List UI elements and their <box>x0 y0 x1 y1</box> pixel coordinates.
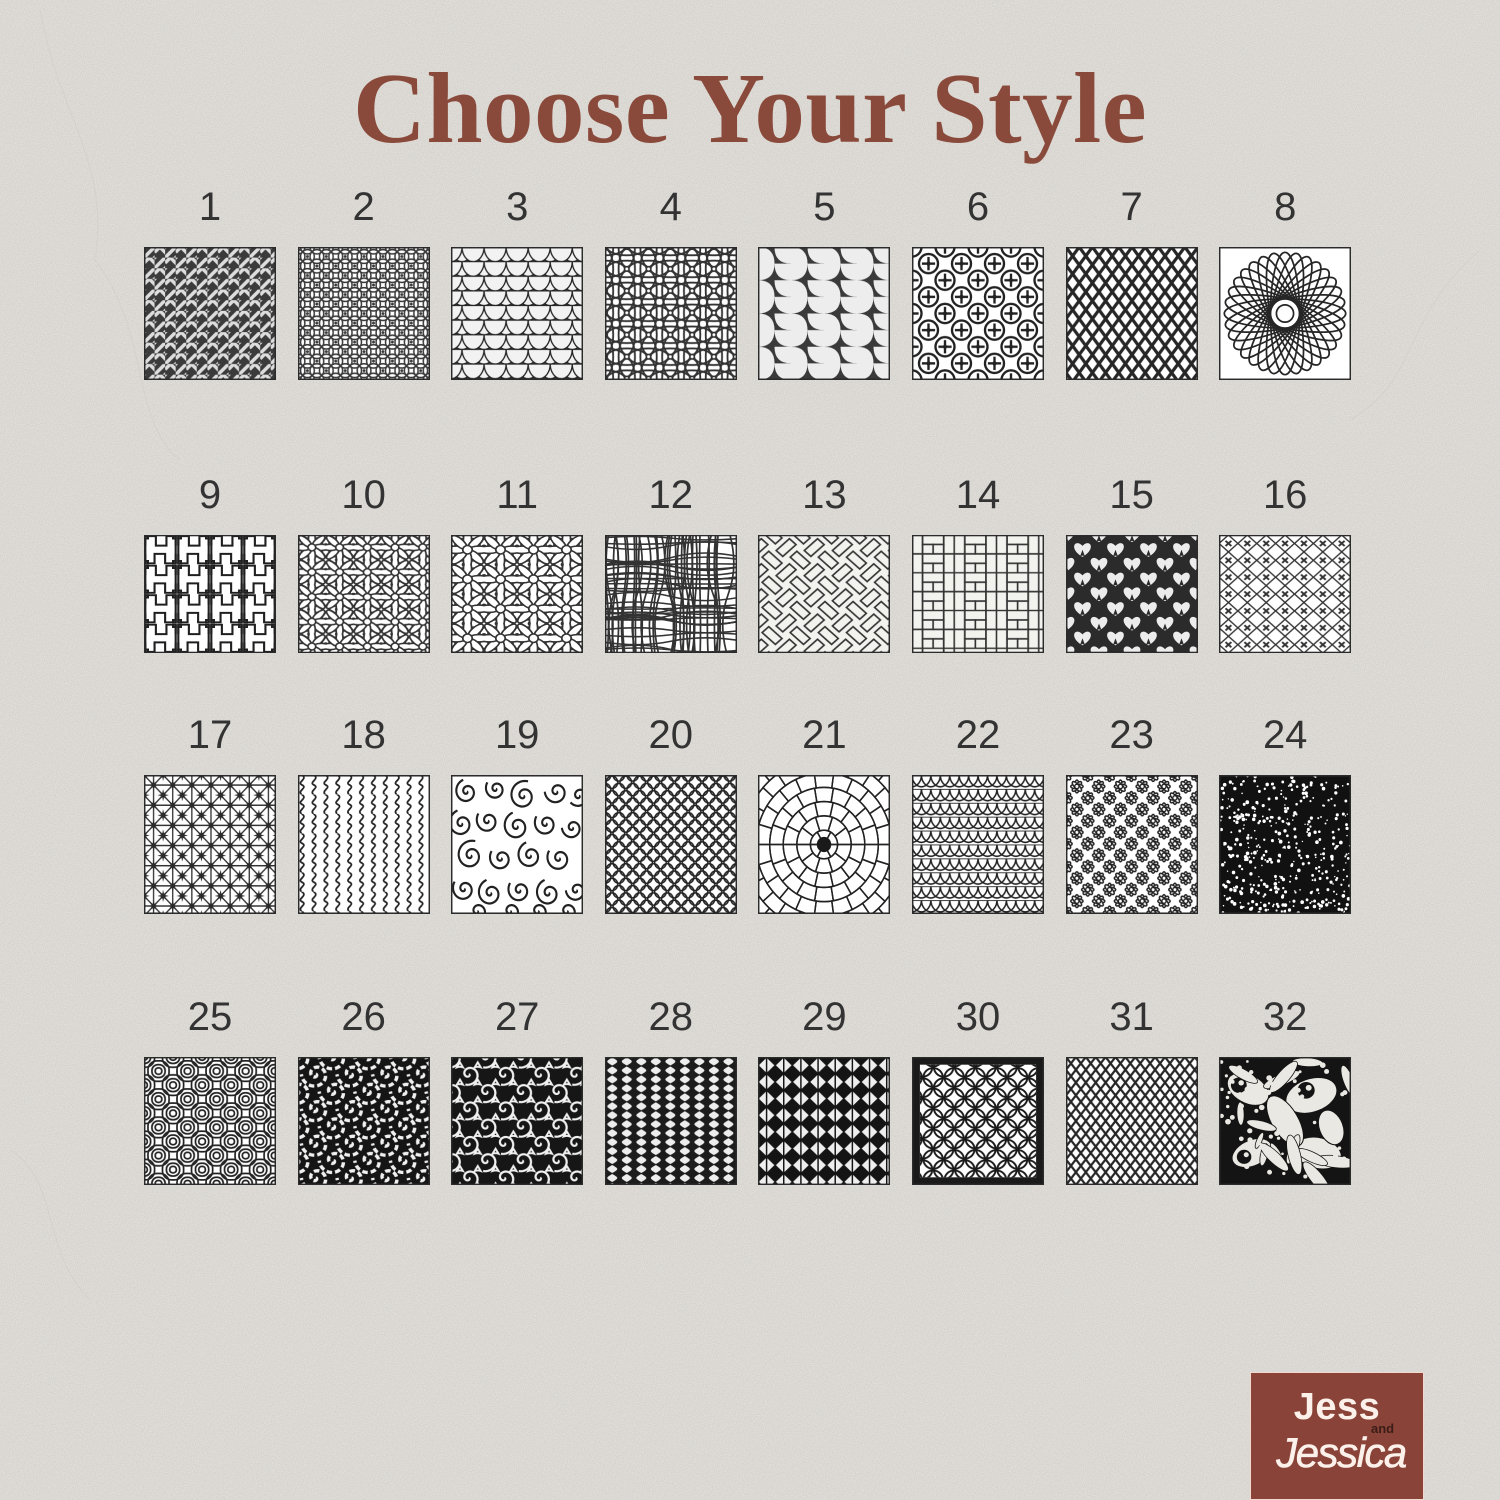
svg-text:Jessica: Jessica <box>1275 1429 1406 1476</box>
